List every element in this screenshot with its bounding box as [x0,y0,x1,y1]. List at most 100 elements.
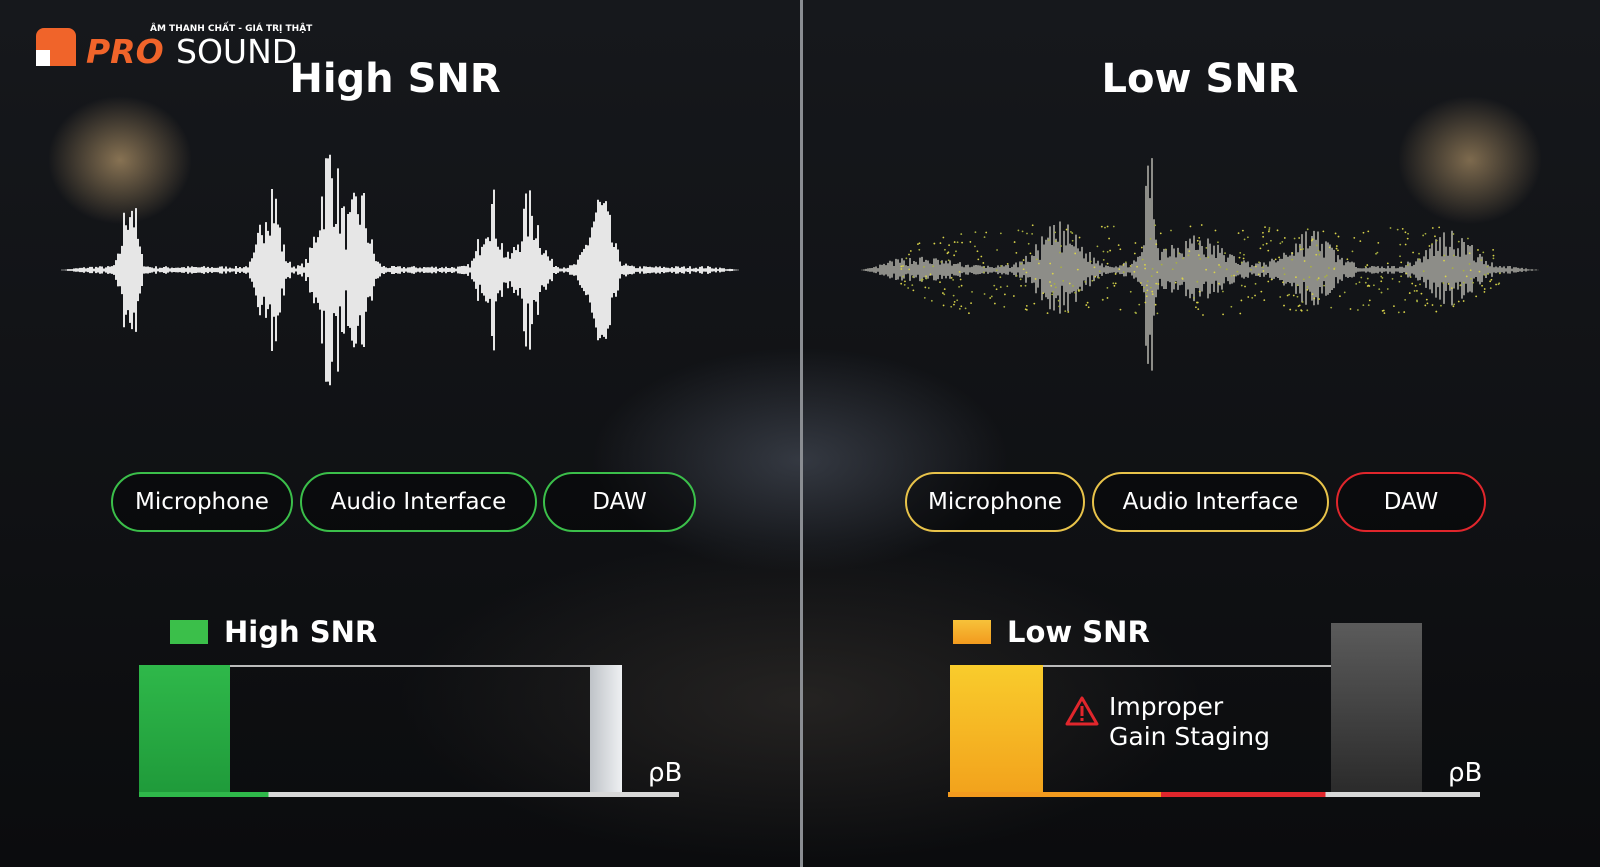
noise-speck [1112,282,1115,285]
noise-speck [900,265,903,268]
noise-speck [1328,246,1331,249]
noise-speck [1444,275,1447,278]
noise-speck [1426,302,1429,305]
noise-speck [1291,252,1294,255]
noise-speck [1416,289,1418,292]
noise-speck [1403,311,1406,313]
noise-speck [1140,246,1143,249]
noise-speck [1198,243,1200,245]
noise-speck [1364,281,1367,284]
noise-speck [1150,275,1153,278]
noise-speck [1262,243,1265,246]
noise-speck [1364,265,1367,268]
noise-speck [1386,262,1389,265]
noise-speck [1489,287,1492,290]
noise-speck [1188,250,1191,253]
noise-speck [1270,278,1273,281]
noise-speck [1442,282,1445,284]
noise-speck [1089,260,1092,263]
noise-speck [1049,281,1051,283]
noise-speck [1498,272,1501,275]
noise-speck [1230,305,1233,308]
noise-speck [1254,282,1257,285]
noise-speck [1324,276,1326,278]
noise-speck [1303,260,1306,262]
noise-speck [953,241,956,243]
noise-speck [1157,283,1160,285]
noise-speck [1071,232,1074,234]
noise-speck [1409,276,1412,278]
noise-speck [1050,284,1053,287]
noise-speck [1077,289,1080,292]
noise-speck [1279,242,1282,245]
noise-speck [1396,228,1399,231]
waveform-path [61,154,739,386]
noise-speck [1144,263,1146,266]
left-meter-top-line [139,665,591,667]
noise-speck [1450,287,1453,290]
noise-speck [1418,252,1420,255]
noise-speck [1133,252,1136,255]
noise-speck [903,283,906,286]
noise-speck [1117,244,1120,247]
noise-speck [1299,245,1301,248]
noise-speck [1447,283,1450,285]
noise-speck [1419,283,1421,286]
noise-speck [1351,250,1354,253]
noise-speck [1019,278,1022,281]
noise-speck [1225,268,1228,271]
noise-speck [1244,285,1246,288]
noise-speck [1146,280,1149,283]
noise-speck [1406,237,1409,240]
noise-speck [1262,231,1264,234]
noise-speck [953,254,956,257]
noise-speck [1414,284,1417,287]
noise-speck [1233,274,1235,277]
noise-speck [1143,286,1145,289]
noise-speck [1181,278,1184,280]
noise-speck [960,233,963,235]
right-chain-microphone: Microphone [905,472,1085,532]
noise-speck [1243,238,1246,241]
noise-speck [1093,266,1096,269]
noisy-waveform [861,158,1539,371]
noise-speck [971,290,973,293]
noise-speck [1349,308,1352,310]
noise-speck [917,243,919,246]
noise-speck [1404,243,1407,246]
right-noise-floor [948,792,1480,797]
left-legend-label: High SNR [224,615,378,649]
noise-speck [1102,258,1105,261]
noise-speck [1149,237,1152,240]
noise-speck [1025,304,1028,307]
noise-speck [1475,295,1478,298]
noise-speck [1072,285,1074,287]
noise-speck [1065,228,1068,231]
noise-speck [1084,281,1087,283]
noise-speck [1240,284,1243,287]
right-title: Low SNR [1101,56,1299,102]
noise-speck [1397,311,1400,314]
noise-speck [1141,258,1144,261]
noise-speck [1222,313,1224,316]
noise-speck [924,286,927,289]
warning-triangle-icon [1065,696,1099,726]
noise-speck [1000,265,1002,267]
noise-speck [1315,253,1318,256]
noise-speck [1468,263,1471,265]
noise-speck [1495,283,1498,286]
noise-speck [1328,267,1330,269]
noise-speck [974,231,977,234]
noise-speck [1452,305,1455,308]
left-title: High SNR [289,56,501,102]
noise-speck [921,278,924,281]
noise-speck [902,275,905,278]
noise-speck [1031,232,1034,235]
noise-speck [1276,229,1279,232]
noise-speck [1322,230,1325,233]
noise-speck [1155,282,1158,285]
noise-speck [904,280,906,283]
noise-speck [1278,256,1281,259]
noise-speck [1381,277,1384,279]
noise-speck [939,281,941,284]
